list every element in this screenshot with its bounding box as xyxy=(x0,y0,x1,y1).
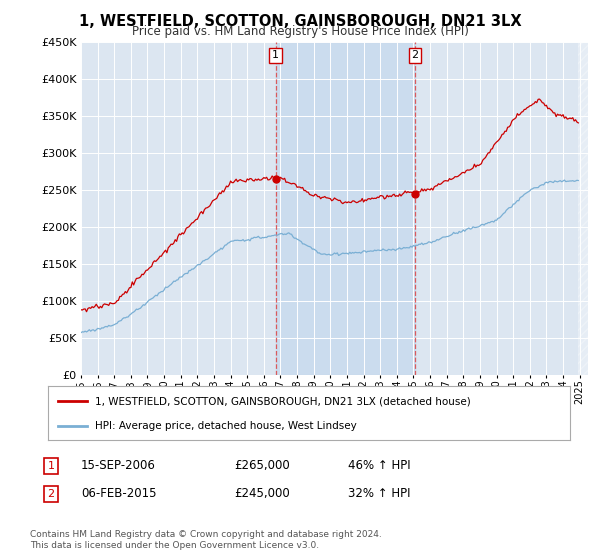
Text: 1: 1 xyxy=(47,461,55,471)
Text: Price paid vs. HM Land Registry's House Price Index (HPI): Price paid vs. HM Land Registry's House … xyxy=(131,25,469,38)
Text: 2: 2 xyxy=(47,489,55,499)
Text: 1, WESTFIELD, SCOTTON, GAINSBOROUGH, DN21 3LX: 1, WESTFIELD, SCOTTON, GAINSBOROUGH, DN2… xyxy=(79,14,521,29)
Bar xyxy=(275,42,415,375)
Text: 46% ↑ HPI: 46% ↑ HPI xyxy=(348,459,410,473)
Text: Contains HM Land Registry data © Crown copyright and database right 2024.: Contains HM Land Registry data © Crown c… xyxy=(30,530,382,539)
Text: This data is licensed under the Open Government Licence v3.0.: This data is licensed under the Open Gov… xyxy=(30,541,319,550)
Text: £245,000: £245,000 xyxy=(234,487,290,501)
Text: 32% ↑ HPI: 32% ↑ HPI xyxy=(348,487,410,501)
Text: 2: 2 xyxy=(412,50,419,60)
Text: HPI: Average price, detached house, West Lindsey: HPI: Average price, detached house, West… xyxy=(95,421,357,431)
Text: 06-FEB-2015: 06-FEB-2015 xyxy=(81,487,157,501)
Text: 15-SEP-2006: 15-SEP-2006 xyxy=(81,459,156,473)
Bar xyxy=(578,42,588,375)
Text: £265,000: £265,000 xyxy=(234,459,290,473)
Text: 1, WESTFIELD, SCOTTON, GAINSBOROUGH, DN21 3LX (detached house): 1, WESTFIELD, SCOTTON, GAINSBOROUGH, DN2… xyxy=(95,396,471,407)
Text: 1: 1 xyxy=(272,50,279,60)
